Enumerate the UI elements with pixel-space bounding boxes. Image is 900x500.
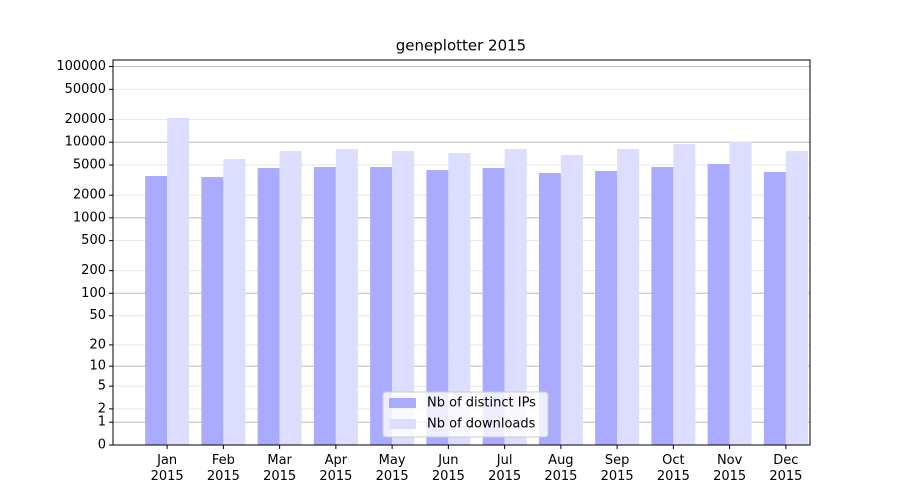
x-tick-label: Jan 2015 [150, 453, 184, 484]
bar [729, 142, 752, 446]
x-tick-label: Aug 2015 [544, 453, 578, 484]
bar [370, 167, 393, 445]
chart-title: geneplotter 2015 [396, 37, 526, 55]
y-tick-label: 5000 [73, 158, 106, 173]
bar [313, 167, 336, 445]
bar [223, 159, 246, 445]
legend-box [382, 391, 549, 438]
bar [257, 168, 280, 445]
legend-label: Nb of distinct IPs [427, 396, 536, 411]
y-tick-label: 10 [89, 359, 106, 374]
bar [426, 170, 449, 446]
y-tick-label: 1000 [73, 210, 106, 225]
plot-frame [112, 59, 811, 446]
x-tick-label: Jul 2015 [488, 453, 522, 484]
bar [785, 151, 808, 446]
bar [482, 168, 505, 445]
y-tick-label: 20000 [65, 112, 106, 127]
y-tick-label: 50000 [65, 82, 106, 97]
x-tick-label: Mar 2015 [263, 453, 297, 484]
bar [167, 117, 190, 445]
x-tick-label: Nov 2015 [713, 453, 747, 484]
y-tick-label: 2 [98, 401, 106, 416]
bar [673, 144, 696, 446]
x-tick-label: Jun 2015 [431, 453, 465, 484]
y-tick-label: 100 [81, 286, 106, 301]
legend-swatch [389, 398, 416, 408]
x-tick-label: May 2015 [375, 453, 409, 484]
x-tick-label: Dec 2015 [769, 453, 803, 484]
x-tick-label: Oct 2015 [656, 453, 690, 484]
y-tick-label: 10000 [65, 135, 106, 150]
y-tick-label: 20 [89, 337, 106, 352]
x-tick-label: Sep 2015 [600, 453, 634, 484]
bar [707, 164, 730, 445]
y-tick-label: 1 [98, 415, 106, 430]
y-tick-label: 2000 [73, 188, 106, 203]
bar [279, 151, 302, 446]
y-tick-label: 50 [89, 308, 106, 323]
bar [448, 153, 471, 445]
bar [595, 170, 618, 445]
y-tick-label: 0 [98, 438, 106, 453]
bar [763, 172, 786, 445]
bar [617, 149, 640, 445]
y-tick-label: 5 [98, 379, 106, 394]
legend-swatch [389, 419, 416, 429]
legend: Nb of distinct IPs Nb of downloads [382, 391, 549, 438]
bar [651, 167, 674, 445]
bar [504, 149, 527, 445]
y-tick-label: 100000 [56, 59, 106, 74]
bar [335, 149, 358, 445]
bar [538, 173, 561, 445]
y-tick-label: 500 [81, 233, 106, 248]
bar [201, 177, 224, 445]
bar [560, 154, 583, 446]
bar [392, 151, 415, 446]
x-tick-label: Apr 2015 [319, 453, 353, 484]
bars [145, 117, 808, 446]
legend-label: Nb of downloads [427, 417, 536, 432]
x-tick-label: Feb 2015 [206, 453, 240, 484]
bar [145, 176, 168, 445]
y-tick-label: 200 [81, 263, 106, 278]
